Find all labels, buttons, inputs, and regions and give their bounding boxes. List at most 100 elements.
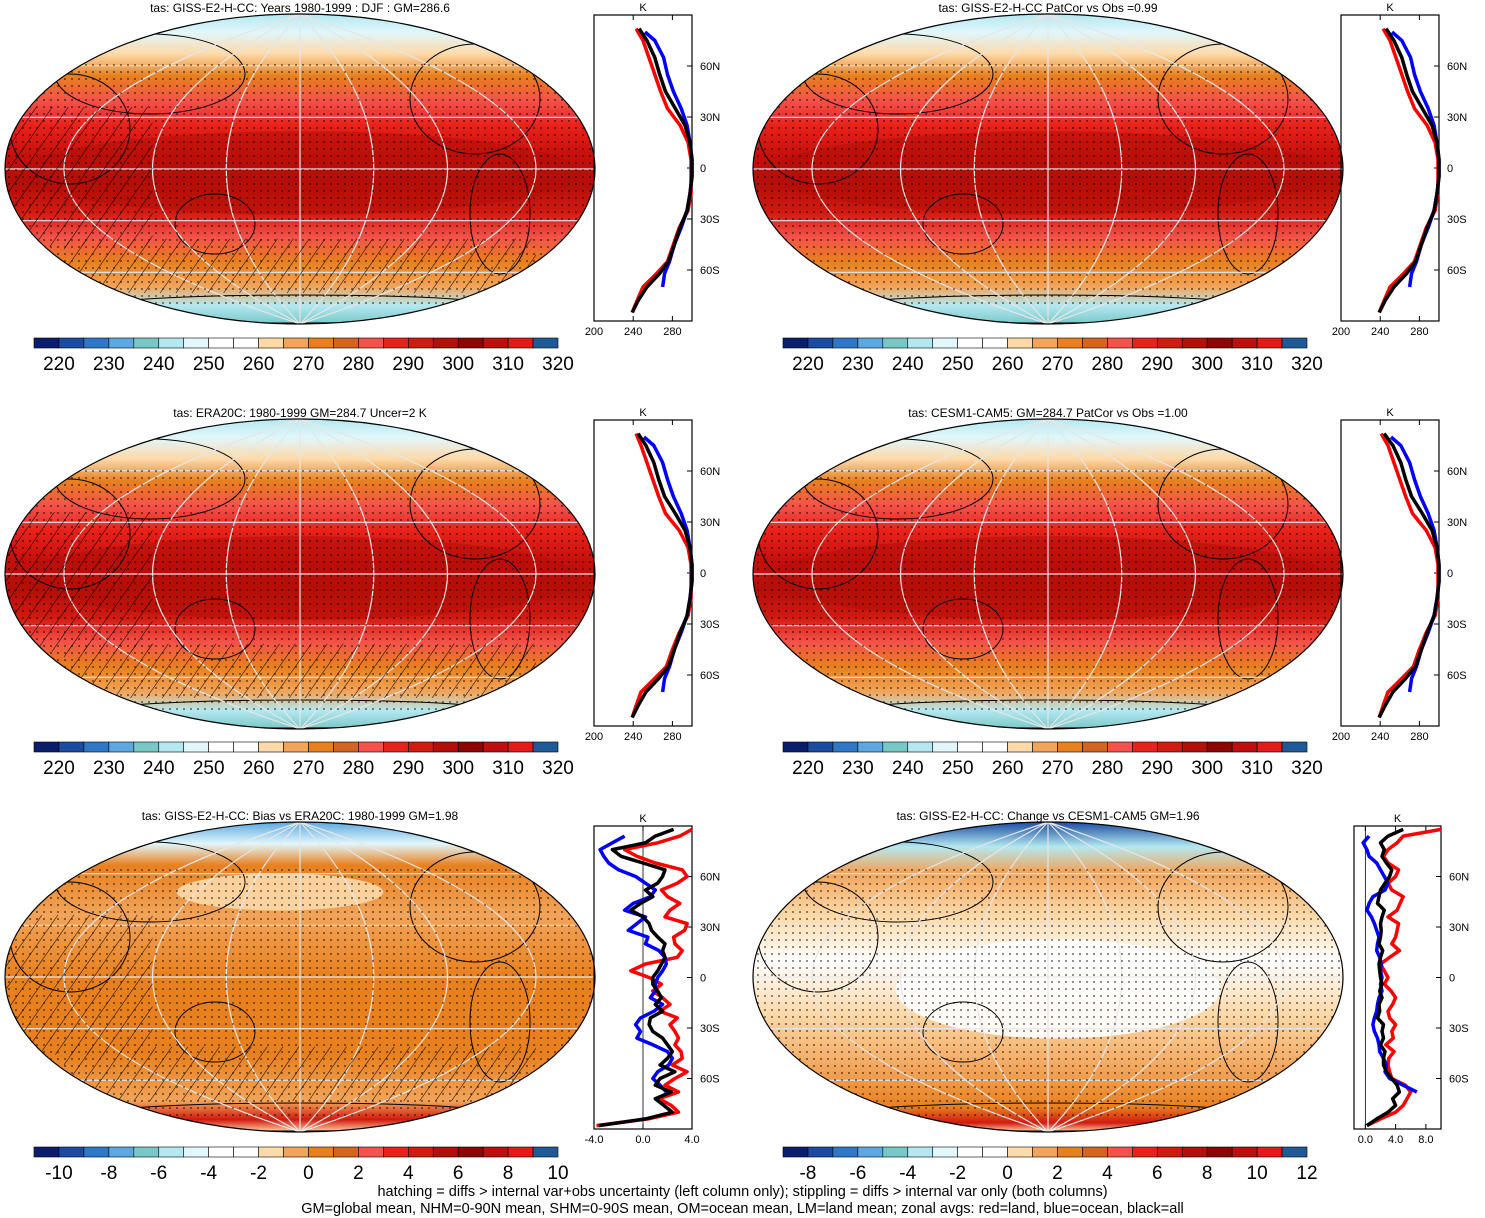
- colorbar-label: 2: [1052, 1163, 1063, 1184]
- x-tick-label: 280: [663, 731, 681, 743]
- colorbar-box: [33, 741, 60, 753]
- colorbar-box: [233, 741, 259, 753]
- zonal-frame: [593, 419, 693, 727]
- hatching: [5, 915, 153, 1055]
- colorbar-box: [283, 337, 309, 349]
- colorbar-box: [482, 741, 509, 753]
- colorbar-box: [133, 1146, 160, 1158]
- map-border: [4, 13, 596, 325]
- zonal-series-all: [630, 27, 694, 314]
- colorbar-box: [1231, 741, 1258, 753]
- colorbar-box: [358, 1146, 384, 1158]
- colorbar-label: 300: [1191, 354, 1223, 375]
- colorbar-box: [308, 741, 334, 753]
- x-tick-label: 240: [624, 326, 642, 338]
- lat-tick-label: 60N: [700, 872, 720, 884]
- x-tick-label: 4.0: [684, 1134, 699, 1146]
- colorbar-box: [1206, 1146, 1233, 1158]
- colorbar-box: [1132, 741, 1158, 753]
- colorbar-box: [1032, 337, 1058, 349]
- colorbar-box: [507, 1146, 534, 1158]
- lat-tick-label: 60N: [1447, 466, 1467, 478]
- zonal-frame: [1340, 419, 1440, 727]
- colorbar-label: 310: [1241, 758, 1273, 779]
- colorbar-label: 270: [293, 758, 325, 779]
- map-border: [752, 418, 1344, 730]
- zonal-mean-plot: K -4.0 0.0 4.0 60N 30N 0 30S 60S: [585, 813, 721, 1146]
- colorbar-label: 260: [243, 354, 275, 375]
- x-tick-label: 240: [1371, 326, 1389, 338]
- lat-tick-label: 60N: [700, 61, 720, 73]
- colorbar-label: -6: [150, 1163, 167, 1184]
- lat-tick-label: 30S: [700, 1023, 720, 1035]
- colorbar-label: 290: [392, 354, 424, 375]
- colorbar-label: 220: [792, 354, 824, 375]
- colorbar-label: 220: [43, 354, 75, 375]
- colorbar-box: [283, 1146, 309, 1158]
- colorbar-box: [457, 1146, 484, 1158]
- colorbar-box: [982, 337, 1008, 349]
- colorbar-box: [183, 1146, 209, 1158]
- colorbar-label: 270: [1042, 758, 1074, 779]
- lat-tick-label: 60N: [1447, 61, 1467, 73]
- colorbar-box: [1107, 1146, 1133, 1158]
- x-tick-label: 240: [624, 731, 642, 743]
- colorbar-box: [258, 337, 284, 349]
- lat-tick-label: 60S: [1449, 1074, 1469, 1086]
- colorbar-label: 12: [1296, 1163, 1317, 1184]
- colorbar-box: [957, 337, 983, 349]
- colorbar-label: 6: [453, 1163, 464, 1184]
- footer-line-2: GM=global mean, NHM=0-90N mean, SHM=0-90…: [301, 1201, 1184, 1217]
- colorbar-box: [333, 337, 359, 349]
- stippling: [753, 868, 1343, 1117]
- hatching: [5, 512, 153, 652]
- colorbar-box: [507, 337, 534, 349]
- colorbar-box: [882, 337, 909, 349]
- colorbar-box: [932, 741, 958, 753]
- colorbar-label: 310: [1241, 354, 1273, 375]
- colorbar: 220 230 240 250 260 270 280 290 300 310 320: [33, 337, 574, 375]
- colorbar-label: -8: [100, 1163, 117, 1184]
- colorbar-label: 230: [93, 758, 125, 779]
- colorbar-label: -4: [200, 1163, 217, 1184]
- stippling: [753, 60, 1343, 309]
- colorbar-label: 300: [442, 354, 474, 375]
- colorbar-label: 10: [1247, 1163, 1268, 1184]
- colorbar-box: [832, 1146, 859, 1158]
- colorbar-label: 240: [143, 354, 175, 375]
- colorbar-label: 8: [503, 1163, 514, 1184]
- colorbar-box: [58, 1146, 85, 1158]
- colorbar-box: [1132, 1146, 1158, 1158]
- colorbar-box: [1156, 1146, 1183, 1158]
- colorbar-label: -2: [949, 1163, 966, 1184]
- colorbar-box: [432, 337, 459, 349]
- colorbar-box: [782, 1146, 809, 1158]
- zonal-series-all: [630, 432, 694, 719]
- colorbar-label: 300: [1191, 758, 1223, 779]
- zonal-mean-plot: K 0.0 4.0 8.0 60N 30N 0 30S 60S: [1353, 813, 1469, 1146]
- colorbar-box: [932, 1146, 958, 1158]
- lat-tick-label: 0: [1447, 568, 1453, 580]
- colorbar-box: [1281, 741, 1308, 753]
- zonal-mean-plot: K 200 240 280 60N 30N 0 30S 60S: [1332, 407, 1467, 743]
- map: [4, 13, 596, 325]
- lat-tick-label: 0: [700, 973, 706, 985]
- colorbar-box: [1007, 741, 1033, 753]
- colorbar-label: 250: [193, 354, 225, 375]
- lat-tick-label: 30N: [700, 517, 720, 529]
- colorbar-label: -4: [899, 1163, 916, 1184]
- colorbar-label: 280: [343, 354, 375, 375]
- colorbar-box: [1156, 741, 1183, 753]
- colorbar-label: -6: [849, 1163, 866, 1184]
- colorbar-box: [208, 1146, 234, 1158]
- colorbar-box: [1231, 1146, 1258, 1158]
- colorbar-label: 2: [353, 1163, 364, 1184]
- colorbar-box: [108, 741, 135, 753]
- colorbar-box: [83, 337, 110, 349]
- lat-tick-label: 60S: [1447, 670, 1467, 682]
- colorbar-box: [832, 741, 859, 753]
- panel-title: tas: GISS-E2-H-CC: Change vs CESM1-CAM5 …: [896, 809, 1199, 823]
- colorbar-box: [333, 741, 359, 753]
- colorbar-box: [782, 741, 809, 753]
- colorbar-box: [158, 1146, 185, 1158]
